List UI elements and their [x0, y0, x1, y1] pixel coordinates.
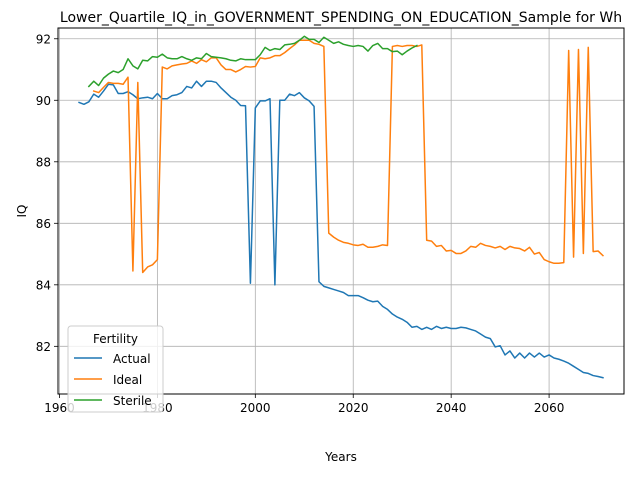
- grid: [58, 28, 624, 394]
- y-axis-title: IQ: [15, 205, 29, 218]
- x-tick-label: 2040: [436, 401, 467, 415]
- x-axis-title: Years: [324, 450, 357, 464]
- y-tick-label: 92: [36, 32, 51, 46]
- legend-title: Fertility: [93, 332, 138, 346]
- x-tick-label: 2060: [534, 401, 565, 415]
- legend-box: [67, 325, 164, 413]
- y-tick-label: 86: [36, 217, 51, 231]
- x-tick-label: 1960: [44, 401, 75, 415]
- plot-area-frame: [57, 27, 625, 395]
- legend-label-sterile: Sterile: [113, 394, 152, 408]
- x-tick-label: 2000: [240, 401, 271, 415]
- legend-label-actual: Actual: [113, 352, 151, 366]
- series-line-ideal: [92, 39, 605, 274]
- legend: Fertility Actual Ideal Sterile: [67, 325, 164, 413]
- y-tick-label: 84: [36, 278, 51, 292]
- y-tick-label: 88: [36, 155, 51, 169]
- chart-title: Lower_Quartile_IQ_in_GOVERNMENT_SPENDING…: [60, 10, 622, 26]
- series-line-sterile: [87, 35, 418, 88]
- series-line-actual: [78, 80, 604, 379]
- y-tick-label: 82: [36, 340, 51, 354]
- y-tick-label: 90: [36, 94, 51, 108]
- plot-series: [78, 35, 605, 379]
- y-axis-ticks: 82 84 86 88 90 92: [36, 32, 58, 354]
- x-tick-label: 2020: [338, 401, 369, 415]
- legend-label-ideal: Ideal: [113, 373, 142, 387]
